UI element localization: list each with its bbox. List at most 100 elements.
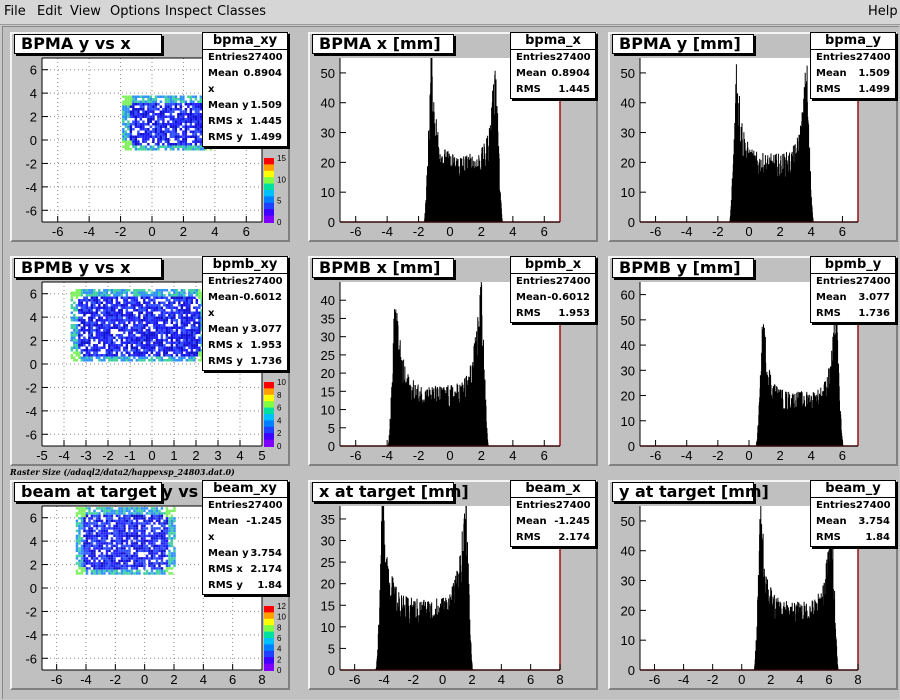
- stats-value: 0.8904: [551, 68, 590, 79]
- menu-view[interactable]: View: [70, 4, 101, 19]
- stats-key: RMS: [816, 532, 841, 543]
- pad-bpma_x[interactable]: [308, 32, 598, 242]
- stats-key: Entries: [208, 276, 248, 287]
- stats-value: -0.6012: [239, 292, 282, 303]
- stats-key: Mean: [816, 68, 847, 79]
- stats-value: 1.736: [858, 308, 890, 319]
- stats-value: 27400: [855, 276, 891, 287]
- menu-bar: File Edit View Options Inspect Classes H…: [0, 0, 900, 25]
- pad-bpmb_y[interactable]: [608, 256, 898, 466]
- stats-value: 3.077: [250, 324, 282, 335]
- stats-value: 1.953: [250, 340, 282, 351]
- stats-row: Entries 27400: [511, 498, 595, 514]
- stats-key: RMS x: [208, 116, 243, 127]
- stats-row: RMS 1.84: [811, 530, 895, 546]
- stats-row: Entries 27400: [511, 50, 595, 66]
- stats-value: 1.499: [250, 132, 282, 143]
- stats-value: -0.6012: [547, 292, 590, 303]
- stats-value: 27400: [247, 500, 283, 511]
- stats-value: 1.509: [858, 68, 890, 79]
- stats-key: Mean: [816, 516, 847, 527]
- stats-key: RMS: [816, 84, 841, 95]
- stats-row: Mean y 3.077: [203, 322, 287, 338]
- menu-edit[interactable]: Edit: [37, 4, 63, 19]
- stats-row: Mean 1.509: [811, 66, 895, 82]
- stats-row: Mean 3.754: [811, 514, 895, 530]
- pad-beam_x[interactable]: [308, 480, 598, 690]
- pad-title: BPMB x [mm]: [312, 258, 454, 278]
- pad-title: BPMB y vs x: [14, 258, 162, 278]
- stats-key: Entries: [816, 52, 856, 63]
- stats-row: RMS 2.174: [511, 530, 595, 546]
- stats-row: RMS 1.953: [511, 306, 595, 322]
- menu-options[interactable]: Options: [110, 4, 161, 19]
- stats-row: Entries 27400: [203, 50, 287, 66]
- stats-key: RMS y: [208, 132, 243, 143]
- stats-name: beam_xy: [203, 481, 287, 498]
- stats-value: 2.174: [558, 532, 590, 543]
- pad-beam_y[interactable]: [608, 480, 898, 690]
- pad-title: BPMB y [mm]: [612, 258, 754, 278]
- stats-value: 2.174: [250, 564, 282, 575]
- stats-key: Mean: [516, 516, 547, 527]
- stats-row: Mean y 3.754: [203, 546, 287, 562]
- stats-row: Entries 27400: [811, 274, 895, 290]
- stats-box[interactable]: beam_xy Entries 27400 Mean x -1.245 Mean y 3.7…: [202, 480, 288, 595]
- stats-key: Mean y: [208, 324, 249, 335]
- pad-bpma_y[interactable]: [608, 32, 898, 242]
- stats-row: Mean x -0.6012: [203, 290, 287, 322]
- stats-name: bpma_y: [811, 33, 895, 50]
- pad-title: x at target [mm]: [312, 482, 469, 502]
- stats-box[interactable]: bpma_xy Entries 27400 Mean x 0.8904 Mean y 1.5…: [202, 32, 288, 147]
- stats-key: RMS: [816, 308, 841, 319]
- pad-title: beam at target y vs x: [14, 482, 214, 502]
- stats-box[interactable]: bpmb_x Entries 27400 Mean -0.6012 RMS 1.953: [510, 256, 596, 323]
- pad-title: BPMA x [mm]: [312, 34, 454, 54]
- stats-key: RMS y: [208, 580, 243, 591]
- menu-inspect[interactable]: Inspect: [165, 4, 213, 19]
- stats-box[interactable]: bpmb_y Entries 27400 Mean 3.077 RMS 1.736: [810, 256, 896, 323]
- stats-key: Entries: [516, 52, 556, 63]
- stats-value: 1.509: [250, 100, 282, 111]
- stats-key: Entries: [208, 500, 248, 511]
- stats-key: Mean y: [208, 100, 249, 111]
- stats-value: -1.245: [246, 516, 282, 527]
- stats-box[interactable]: beam_y Entries 27400 Mean 3.754 RMS 1.84: [810, 480, 896, 547]
- pad-bpmb_x[interactable]: [308, 256, 598, 466]
- menu-classes[interactable]: Classes: [217, 4, 266, 19]
- stats-row: Mean x -1.245: [203, 514, 287, 546]
- pad-bpmb_xy[interactable]: [10, 256, 290, 466]
- stats-value: 27400: [555, 500, 591, 511]
- stats-value: 3.077: [858, 292, 890, 303]
- stats-value: 1.445: [250, 116, 282, 127]
- stats-row: RMS y 1.84: [203, 578, 287, 594]
- stats-value: 1.499: [858, 84, 890, 95]
- stats-key: RMS x: [208, 564, 243, 575]
- stats-box[interactable]: bpma_y Entries 27400 Mean 1.509 RMS 1.499: [810, 32, 896, 99]
- stats-key: Mean y: [208, 548, 249, 559]
- stats-box[interactable]: bpmb_xy Entries 27400 Mean x -0.6012 Mean y 3.…: [202, 256, 288, 371]
- stats-value: 27400: [247, 52, 283, 63]
- stats-value: 27400: [555, 276, 591, 287]
- stats-row: RMS 1.499: [811, 82, 895, 98]
- pad-title: y at target [mm]: [612, 482, 769, 502]
- pad-bpma_xy[interactable]: [10, 32, 290, 242]
- stats-value: -1.245: [554, 516, 590, 527]
- stats-box[interactable]: bpma_x Entries 27400 Mean 0.8904 RMS 1.445: [510, 32, 596, 99]
- stats-key: Entries: [816, 500, 856, 511]
- stats-row: RMS 1.736: [811, 306, 895, 322]
- stats-row: Mean x 0.8904: [203, 66, 287, 98]
- pad-beam_xy[interactable]: [10, 480, 290, 690]
- stats-row: Mean y 1.509: [203, 98, 287, 114]
- stats-key: Entries: [816, 276, 856, 287]
- stats-value: 0.8904: [243, 68, 282, 79]
- stats-value: 27400: [555, 52, 591, 63]
- stats-key: Mean: [516, 292, 547, 303]
- stats-row: Entries 27400: [811, 50, 895, 66]
- stats-box[interactable]: beam_x Entries 27400 Mean -1.245 RMS 2.174: [510, 480, 596, 547]
- stats-value: 1.445: [558, 84, 590, 95]
- stats-key: Entries: [516, 500, 556, 511]
- stats-row: RMS 1.445: [511, 82, 595, 98]
- menu-file[interactable]: File: [4, 4, 26, 19]
- menu-help[interactable]: Help: [868, 4, 898, 19]
